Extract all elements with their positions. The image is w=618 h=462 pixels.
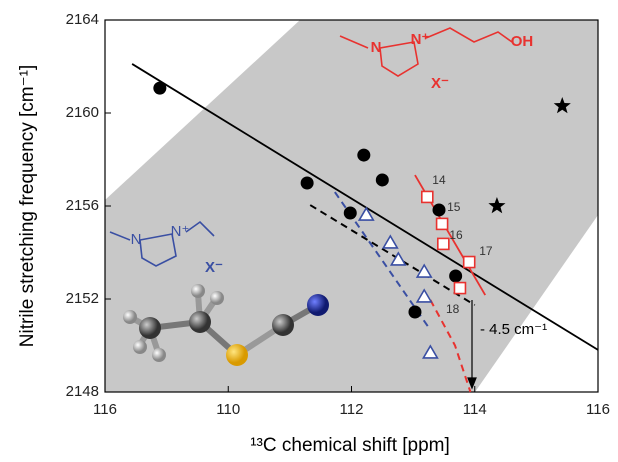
x-tick-label: 112 [340,401,364,418]
shift-annotation: - 4.5 cm⁻¹ [480,321,547,338]
data-point [408,306,421,319]
atom-label: N⁺ [411,31,430,48]
anion-label: X⁻ [431,75,449,92]
data-point [344,206,357,219]
data-point [454,283,465,294]
data-point [357,149,370,162]
chart: N N⁺ OH X⁻ N N⁺ X⁻ - 4.5 cm⁻¹ ¹³C chemic… [0,0,618,462]
point-label: 14 [432,173,446,187]
data-point [422,191,433,202]
y-tick-label: 2156 [66,197,99,214]
data-point [433,203,446,216]
x-tick-label: 116 [93,401,117,418]
x-tick-label: 110 [216,401,240,418]
anion-label: X⁻ [205,259,223,276]
x-tick-label: 114 [463,401,487,418]
point-label: 15 [447,200,461,214]
y-tick-label: 2152 [66,290,99,307]
y-tick-label: 2148 [66,383,99,400]
y-tick-label: 2160 [66,104,99,121]
x-tick-label: 116 [586,401,610,418]
y-tick-label: 2164 [66,11,99,28]
atom-label: N⁺ [171,223,190,240]
atom-label: N [131,231,142,248]
data-point [301,176,314,189]
data-point [376,173,389,186]
data-point [437,218,448,229]
data-point [464,257,475,268]
point-label: 16 [449,228,463,242]
data-point [449,269,462,282]
data-point [153,82,166,95]
atom-label: N [371,39,382,56]
point-label: 17 [479,244,493,258]
data-point [438,238,449,249]
point-label: 18 [446,302,460,316]
y-axis-label: Nitrile stretching frequency [cm⁻¹] [17,65,38,347]
atom-label: OH [511,33,534,50]
x-axis-label: ¹³C chemical shift [ppm] [250,435,450,456]
